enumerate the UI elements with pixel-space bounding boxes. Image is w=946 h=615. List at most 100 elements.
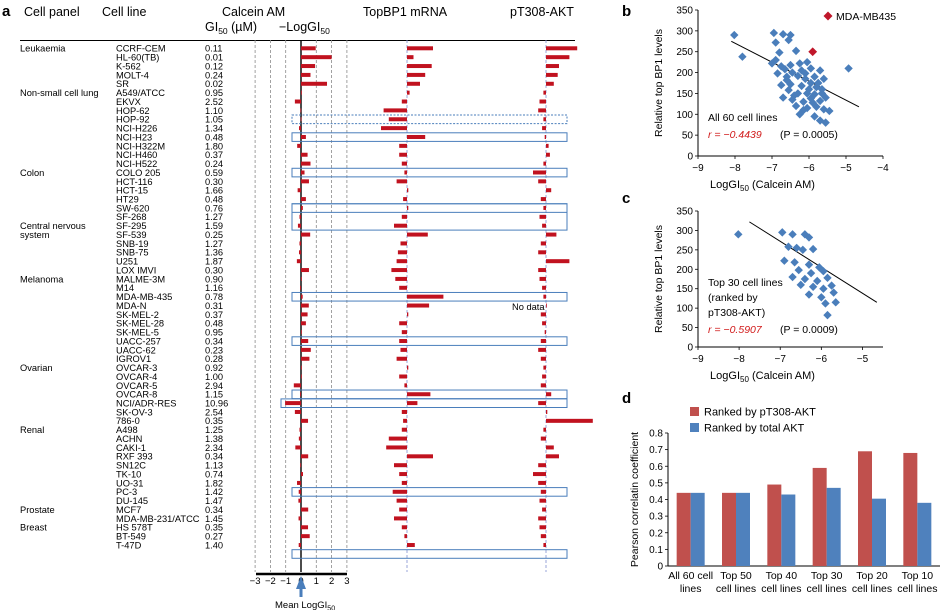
gi50-value: 1.59 — [205, 221, 223, 231]
highlight-box — [291, 336, 568, 346]
cell-line-name: OVCAR-4 — [116, 372, 157, 382]
neglog-bar — [298, 543, 301, 548]
neglog-bar — [301, 534, 310, 539]
topbp1-bar — [401, 99, 407, 104]
cell-line-name: HCT-15 — [116, 186, 148, 196]
cell-line-name: SN12C — [116, 461, 146, 471]
akt-bar — [539, 214, 546, 219]
data-point — [784, 35, 793, 45]
correlation-r: r = −0.5907 — [708, 324, 763, 336]
topbp1-bar — [392, 489, 407, 494]
topbp1-bar — [394, 516, 407, 521]
mean-loggi50-label: Mean LogGI50 — [275, 600, 335, 610]
neglog-bar — [300, 463, 302, 468]
category-label: cell lines — [897, 583, 937, 595]
topbp1-bar — [388, 117, 407, 122]
gi50-value: 1.27 — [205, 239, 223, 249]
topbp1-bar — [391, 268, 407, 273]
y-tick-label: 0.2 — [649, 528, 663, 539]
data-point — [771, 55, 780, 65]
data-point — [806, 64, 816, 73]
data-point — [775, 48, 784, 57]
gi50-value: 0.30 — [205, 177, 223, 187]
topbp1-bar — [401, 480, 407, 485]
gi50-value: 2.94 — [205, 381, 223, 391]
data-point — [823, 310, 832, 320]
y-tick-label: 100 — [676, 304, 693, 315]
neglog-bar — [297, 223, 301, 228]
y-tick-label: 0.7 — [649, 445, 663, 456]
cell-line-name: SK-MEL-2 — [116, 310, 159, 320]
x-tick-label: −9 — [692, 354, 704, 365]
data-point — [778, 93, 788, 102]
topbp1-bar — [407, 454, 433, 459]
akt-bar — [540, 339, 546, 344]
header-gi50: GI50 (µM) — [205, 20, 257, 36]
gi50-value: 0.59 — [205, 168, 223, 178]
gi50-value: 1.10 — [205, 106, 223, 116]
cell-panel-label: Melanoma — [20, 274, 64, 284]
category-label: Top 30 — [811, 570, 843, 582]
cell-line-name: SK-OV-3 — [116, 407, 153, 417]
topbp1-bar — [401, 525, 407, 530]
topbp1-bar — [407, 365, 409, 370]
data-point — [819, 74, 828, 84]
cell-line-name: SNB-19 — [116, 239, 149, 249]
neglog-bar — [297, 480, 301, 485]
data-point — [817, 85, 827, 94]
gi50-value: 0.11 — [205, 44, 222, 54]
data-point — [800, 274, 810, 284]
akt-bar — [543, 365, 546, 370]
topbp1-bar — [394, 463, 407, 468]
topbp1-bar — [407, 64, 432, 69]
data-point — [788, 68, 797, 77]
akt-bar — [538, 516, 546, 521]
akt-bar — [546, 188, 552, 193]
data-point — [817, 293, 826, 302]
topbp1-bar — [403, 418, 407, 423]
gi50-tick-label: −2 — [265, 576, 276, 587]
topbp1-bar — [396, 356, 407, 361]
akt-bar — [546, 64, 559, 69]
gi50-value: 0.92 — [205, 363, 223, 373]
akt-bar — [538, 480, 546, 485]
akt-bar — [540, 383, 546, 388]
cell-line-name: NCI-H522 — [116, 159, 157, 169]
data-point — [734, 230, 743, 239]
highlight-point — [808, 47, 818, 57]
topbp1-bar — [407, 543, 415, 548]
gi50-value: 0.76 — [205, 203, 223, 213]
akt-bar — [543, 117, 546, 122]
cell-line-name: A498 — [116, 425, 138, 435]
cell-panel-label: Central nervous — [20, 221, 86, 231]
data-point — [821, 299, 830, 308]
akt-bar — [538, 108, 546, 113]
data-point — [815, 116, 825, 125]
cell-line-name: LOX IMVI — [116, 265, 156, 275]
cell-line-name: RXF 393 — [116, 452, 153, 462]
akt-bar — [538, 268, 546, 273]
topbp1-bar — [407, 46, 433, 51]
data-point — [802, 103, 812, 113]
gi50-value: 1.82 — [205, 478, 223, 488]
data-point — [788, 272, 797, 282]
cell-line-name: A549/ATCC — [116, 88, 165, 98]
topbp1-bar — [399, 339, 407, 344]
data-point — [801, 74, 810, 84]
data-point — [792, 243, 801, 253]
gi50-value: 10.96 — [205, 399, 228, 409]
akt-bar — [539, 525, 546, 530]
highlight-box — [291, 291, 568, 302]
neglog-bar — [294, 409, 301, 414]
data-point — [808, 244, 818, 254]
neglog-bar — [301, 72, 311, 77]
gi50-value: 0.34 — [205, 452, 223, 462]
topbp1-bar — [407, 232, 428, 237]
category-label: cell lines — [716, 583, 756, 595]
x-tick-label: −8 — [729, 163, 741, 174]
neglog-bar — [300, 108, 302, 113]
neglog-bar — [301, 197, 306, 202]
panel-c: c 0 50 100 150 200 250 300 350 −9 −8 −7 −6 −5 LogGI50… — [622, 190, 883, 384]
cell-line-name: ACHN — [116, 434, 142, 444]
